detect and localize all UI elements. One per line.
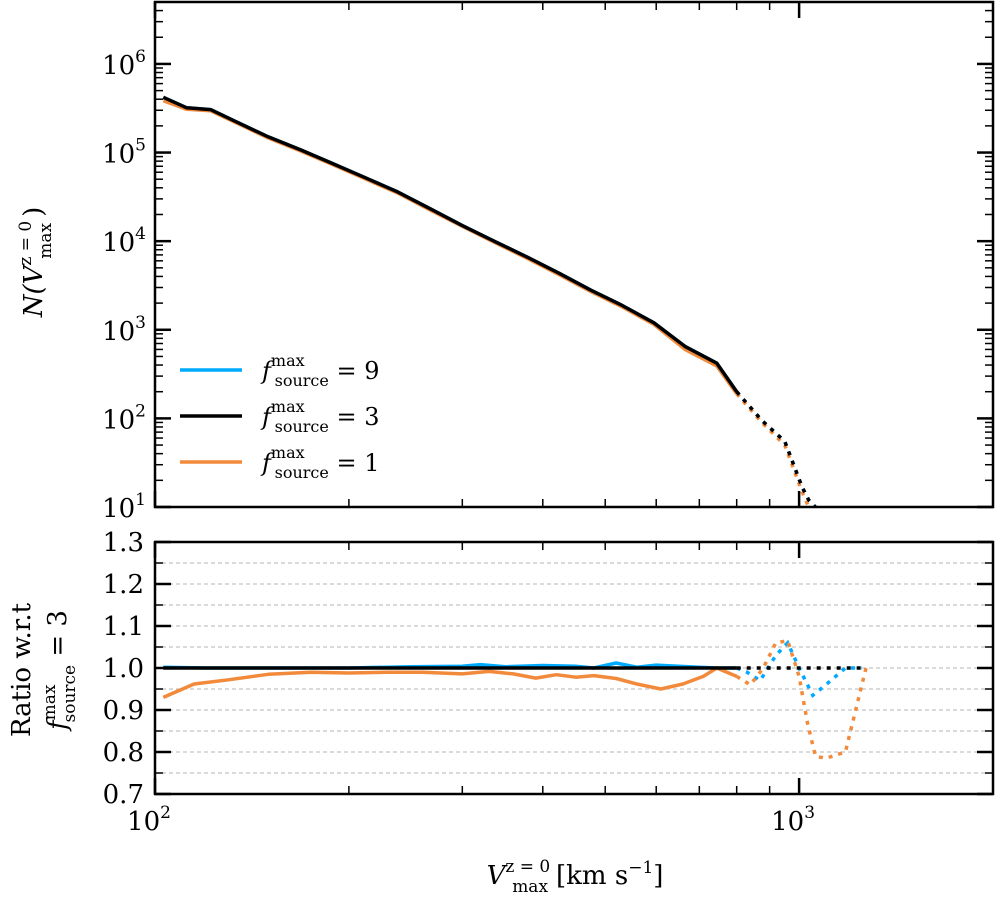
x-axis-label: Vz = 0 max [km s−1] [487, 857, 664, 897]
top-series-f1-solid-line [162, 95, 739, 393]
top-panel: 101 102 103 104 105 106 N(Vz = 0max) fmax sour… [16, 0, 995, 524]
legend-label: fmax source = 1 [260, 443, 380, 482]
top-series-f9-solid-line [162, 95, 739, 393]
bottom-ylabel-line1: Ratio w.r.t [7, 602, 37, 737]
top-ylabel-sub: max [36, 222, 56, 258]
bottom-y-tick-label: 0.9 [103, 696, 144, 726]
top-ylabel-sup: z = 0 [16, 221, 36, 266]
xlabel-main: V [487, 861, 508, 891]
xlabel-units: [km s [556, 861, 628, 891]
bottom-ylabel-sub: source [60, 665, 80, 723]
top-y-tick-label: 105 [102, 136, 146, 170]
bottom-y-tick-label: 1.3 [103, 528, 144, 558]
top-series-f1-dotted-line [735, 390, 817, 509]
bottom-series-f3-solid-line [162, 666, 738, 700]
bottom-ylabel-sup: max [40, 684, 60, 720]
bottom-y-tick-label: 0.8 [103, 738, 144, 768]
legend-label: fmax source = 9 [260, 351, 380, 390]
bottom-series-f9-dotted-line [736, 639, 862, 699]
top-y-tick-label: 101 [102, 490, 146, 524]
bottom-series-lines [162, 638, 868, 761]
top-axis-ticks: 101 102 103 104 105 106 [102, 1, 994, 524]
top-series-f3-dotted-line [735, 392, 811, 508]
bottom-axes-frame [153, 540, 995, 796]
bottom-ylabel-line2: fmaxsource = 3 [40, 610, 80, 732]
xlabel-sup: z = 0 [505, 857, 550, 877]
legend-label: fmax source = 3 [260, 397, 380, 436]
x-tick-label: 102 [127, 803, 171, 837]
top-y-tick-label: 106 [102, 47, 146, 81]
top-ylabel: N(Vz = 0max) [16, 207, 56, 319]
xlabel-units-exp: −1 [628, 858, 653, 878]
bottom-y-tick-label: 1.1 [103, 612, 144, 642]
legend: fmax source = 9 fmax source = 3 fmax source =… [180, 351, 380, 482]
xlabel-units-end: ] [653, 861, 663, 891]
top-y-tick-label: 103 [102, 313, 146, 347]
bottom-y-tick-label: 1.2 [103, 570, 144, 600]
bottom-ylabel-end: = 3 [43, 610, 73, 665]
bottom-series-f3-dotted-line [735, 638, 868, 761]
bottom-y-tick-label: 1.0 [103, 654, 144, 684]
bottom-y-tick-label: 0.7 [103, 780, 144, 810]
top-y-tick-label: 104 [102, 224, 146, 258]
top-ylabel-end: ) [19, 207, 49, 217]
top-axes-frame [153, 0, 995, 509]
top-series-lines [162, 95, 817, 509]
top-y-tick-label: 102 [102, 401, 146, 435]
xlabel-sub: max [512, 877, 548, 897]
top-series-f3-solid-line [162, 99, 739, 395]
bottom-axis-ticks: 102 103 0.7 0.8 0.9 1.0 1.1 1.2 1.3 [103, 528, 994, 837]
x-tick-label: 103 [771, 803, 815, 837]
top-ylabel-main: N(V [19, 263, 49, 318]
